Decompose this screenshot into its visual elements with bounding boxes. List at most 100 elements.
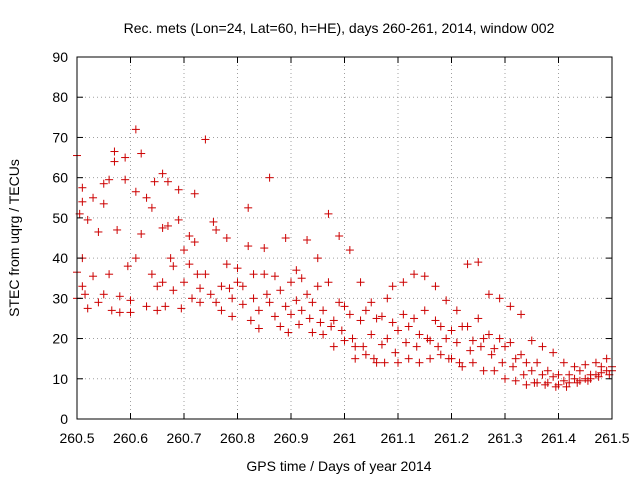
- data-point: [404, 322, 413, 331]
- data-point: [559, 376, 568, 385]
- data-point: [190, 238, 199, 247]
- data-point: [209, 217, 218, 226]
- data-point: [436, 350, 445, 359]
- data-point: [281, 234, 290, 242]
- data-point: [169, 286, 178, 295]
- data-point: [78, 282, 87, 291]
- data-point: [201, 270, 210, 279]
- y-tick-labels: 0 10 20 30 40 50 60 70 80 90: [52, 49, 68, 427]
- data-point: [356, 278, 365, 287]
- data-point: [249, 294, 258, 303]
- y-tick-label: 80: [52, 89, 68, 105]
- data-point: [495, 334, 504, 343]
- data-point: [158, 278, 167, 287]
- data-point: [372, 358, 381, 367]
- data-point: [228, 312, 237, 321]
- data-point: [369, 354, 378, 363]
- data-point: [137, 149, 146, 158]
- data-point: [190, 189, 199, 198]
- data-point: [270, 272, 279, 281]
- data-point: [474, 258, 483, 267]
- data-point: [533, 378, 542, 387]
- data-point: [394, 358, 402, 367]
- data-point: [83, 215, 92, 224]
- data-point: [474, 314, 483, 323]
- data-point: [501, 342, 509, 351]
- data-point: [174, 215, 183, 224]
- data-point: [201, 135, 210, 144]
- x-tick-label: 261.1: [380, 430, 415, 446]
- data-point: [303, 236, 312, 245]
- data-point: [431, 316, 440, 325]
- data-point: [161, 302, 170, 311]
- data-point: [287, 278, 295, 287]
- data-point: [233, 278, 242, 287]
- data-point: [142, 302, 151, 311]
- data-point: [260, 244, 269, 253]
- data-point: [212, 298, 221, 307]
- data-point: [110, 157, 119, 166]
- data-point: [458, 362, 467, 371]
- data-point: [463, 322, 472, 331]
- data-point: [222, 260, 231, 269]
- data-point: [270, 312, 279, 321]
- data-point: [570, 362, 579, 371]
- data-point: [281, 302, 290, 311]
- data-point: [137, 229, 146, 238]
- data-point: [452, 306, 461, 315]
- data-point: [329, 342, 338, 351]
- x-tick-label: 260.5: [59, 430, 94, 446]
- data-point: [487, 350, 496, 359]
- data-point: [554, 370, 563, 379]
- data-point: [565, 370, 574, 379]
- y-tick-label: 70: [52, 129, 68, 145]
- data-point: [436, 322, 445, 331]
- data-point: [193, 270, 202, 279]
- data-point: [380, 358, 389, 367]
- data-point: [196, 298, 205, 307]
- data-point: [303, 290, 312, 299]
- y-tick-label: 90: [52, 49, 68, 65]
- data-point: [126, 308, 135, 317]
- data-point: [538, 342, 547, 351]
- data-point: [549, 348, 558, 357]
- data-point: [517, 310, 526, 319]
- data-point: [565, 378, 574, 387]
- data-point: [276, 322, 285, 331]
- data-point: [447, 326, 456, 335]
- data-point: [388, 282, 397, 291]
- data-point: [244, 242, 253, 251]
- data-point: [383, 294, 392, 303]
- data-point: [265, 173, 274, 182]
- data-point: [153, 306, 162, 315]
- data-point: [442, 334, 451, 343]
- y-tick-label: 60: [52, 170, 68, 186]
- data-point: [506, 338, 515, 347]
- data-point: [99, 290, 108, 299]
- data-point: [217, 306, 226, 315]
- data-point: [292, 296, 301, 305]
- data-point: [180, 246, 188, 255]
- data-point: [217, 282, 226, 291]
- data-point: [185, 231, 194, 240]
- data-point: [142, 193, 151, 202]
- y-axis-title: STEC from uqrg / TECUs: [6, 159, 22, 317]
- data-point: [150, 177, 159, 186]
- data-point: [351, 354, 360, 363]
- data-point: [597, 368, 606, 377]
- data-point: [402, 338, 411, 347]
- data-point: [246, 316, 255, 325]
- data-point: [163, 177, 172, 186]
- data-point: [468, 336, 477, 345]
- data-point: [329, 316, 338, 325]
- data-point: [434, 342, 443, 351]
- data-points: [73, 125, 616, 391]
- data-point: [404, 354, 413, 363]
- data-point: [415, 330, 424, 339]
- data-point: [581, 360, 590, 369]
- data-point: [78, 197, 87, 206]
- data-point: [196, 284, 205, 293]
- data-point: [479, 334, 488, 343]
- data-point: [292, 266, 301, 275]
